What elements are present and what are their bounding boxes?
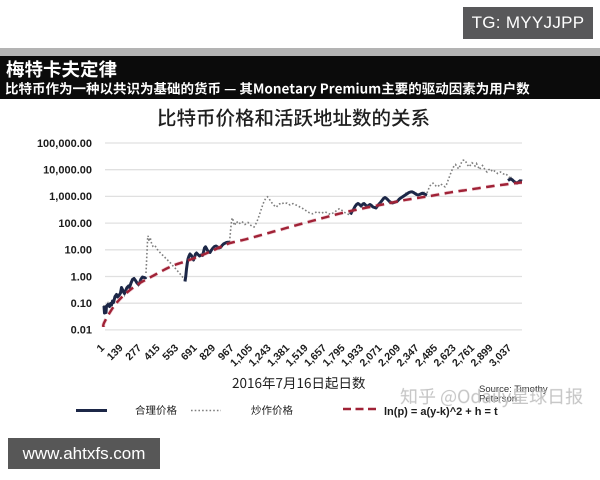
svg-text:0.01: 0.01 [71, 325, 92, 337]
svg-text:1.00: 1.00 [71, 271, 92, 283]
svg-text:3,037: 3,037 [487, 342, 514, 369]
svg-text:10.00: 10.00 [64, 245, 92, 257]
svg-text:277: 277 [123, 342, 144, 363]
svg-text:1,000.00: 1,000.00 [49, 191, 92, 203]
svg-text:100,000.00: 100,000.00 [37, 138, 92, 150]
svg-text:691: 691 [179, 342, 200, 363]
svg-text:553: 553 [160, 342, 181, 363]
svg-text:ln(p) = a(y-k)^2 + h = t: ln(p) = a(y-k)^2 + h = t [384, 406, 498, 418]
svg-text:0.10: 0.10 [71, 298, 92, 310]
svg-text:10,000.00: 10,000.00 [43, 165, 92, 177]
svg-text:415: 415 [142, 342, 163, 363]
svg-text:100.00: 100.00 [58, 218, 92, 230]
svg-text:829: 829 [197, 342, 218, 363]
svg-text:Source: Timothy: Source: Timothy [479, 384, 548, 395]
svg-text:139: 139 [105, 342, 126, 363]
svg-text:Peterson: Peterson [479, 394, 517, 405]
